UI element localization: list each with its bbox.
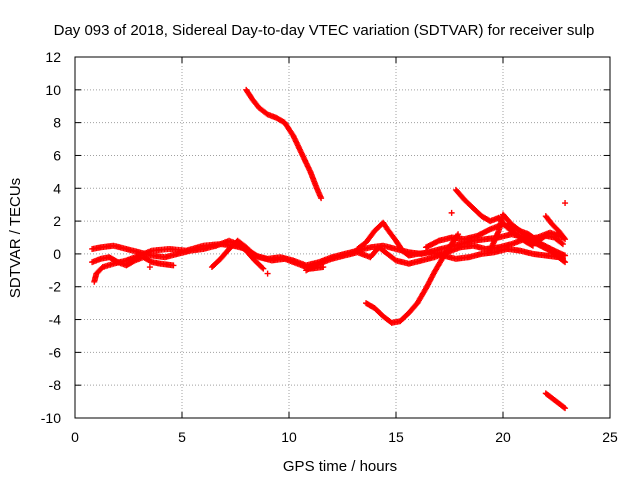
axis-ticks: 0 5 10 15 20 25 -10 -8 -6 -4 -2 0 2 4 6 8 10 12 (41, 49, 618, 445)
plot-frame (74, 56, 611, 419)
series-track-13 (542, 390, 569, 412)
data-point (529, 242, 536, 249)
x-tick-label: 15 (388, 429, 404, 445)
y-tick-label: -6 (49, 344, 62, 360)
data-point (528, 242, 535, 249)
series-track-12 (363, 231, 462, 326)
y-axis-label: SDTVAR / TECUs (7, 178, 24, 298)
data-point (264, 270, 271, 277)
x-tick-label: 25 (602, 429, 618, 445)
x-tick-label: 0 (71, 429, 79, 445)
y-tick-label: -10 (41, 410, 61, 426)
y-tick-label: -8 (49, 377, 62, 393)
y-tick-label: 8 (53, 115, 61, 131)
data-point (448, 209, 455, 216)
data-point (558, 240, 565, 247)
y-tick-label: -4 (49, 312, 62, 328)
data-point (562, 405, 569, 412)
y-tick-label: 2 (53, 213, 61, 229)
data-point (562, 236, 569, 243)
data-point (562, 252, 569, 259)
data-point (559, 241, 566, 248)
data-point (560, 258, 567, 265)
data-point (561, 234, 568, 241)
series-track-8 (452, 186, 536, 249)
series-track-10 (542, 213, 569, 243)
x-tick-label: 10 (281, 429, 297, 445)
x-axis-label: GPS time / hours (283, 458, 397, 475)
data-point (454, 232, 461, 239)
data-point (146, 264, 153, 271)
chart-title: Day 093 of 2018, Sidereal Day-to-day VTE… (54, 22, 595, 39)
x-tick-label: 20 (495, 429, 511, 445)
data-point (170, 262, 177, 269)
data-point (259, 264, 266, 271)
series-isolated (146, 200, 569, 277)
x-tick-label: 5 (178, 429, 186, 445)
series-track-9 (487, 211, 566, 254)
data-point (260, 265, 267, 272)
series-track-3 (89, 254, 177, 269)
data-point (562, 200, 569, 207)
y-tick-label: 0 (53, 246, 61, 262)
data-marks (89, 86, 569, 412)
y-tick-label: 6 (53, 147, 61, 163)
data-point (562, 259, 569, 266)
y-tick-label: 12 (45, 49, 61, 65)
y-tick-label: 10 (45, 82, 61, 98)
y-tick-label: 4 (53, 180, 61, 196)
data-point (318, 195, 325, 202)
data-point (455, 231, 462, 238)
series-track-11 (243, 86, 325, 202)
data-point (560, 404, 567, 411)
y-tick-label: -2 (49, 279, 62, 295)
